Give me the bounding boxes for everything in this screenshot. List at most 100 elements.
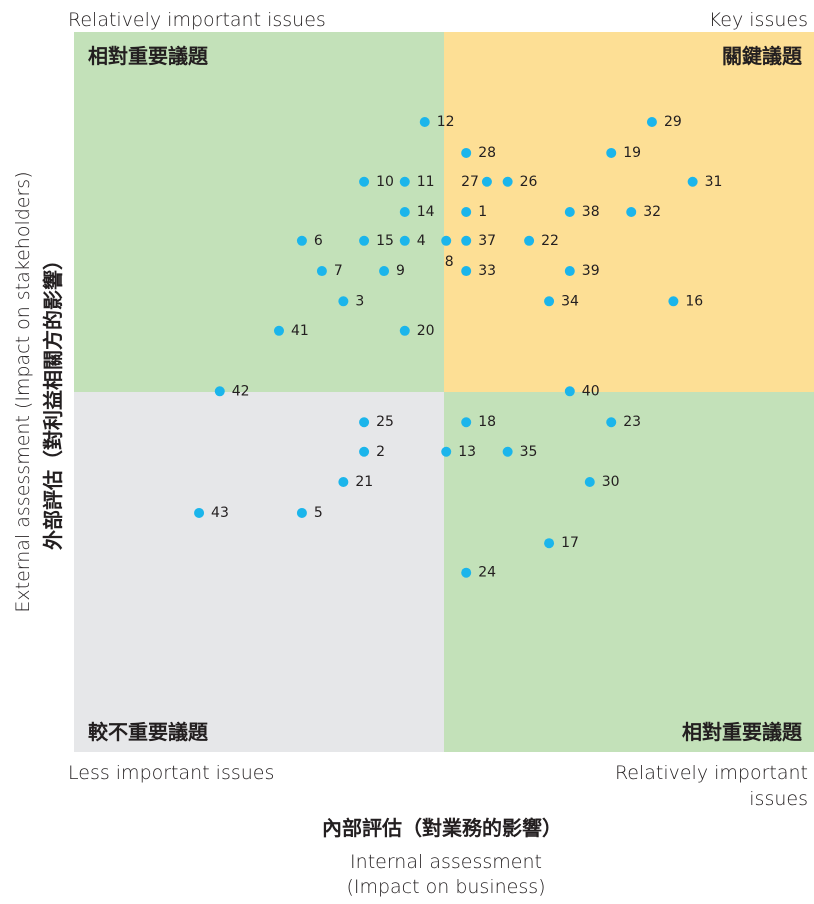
point-label: 29 bbox=[664, 114, 682, 130]
point-label: 3 bbox=[355, 293, 364, 309]
quadrant bbox=[444, 392, 814, 752]
point bbox=[626, 207, 637, 217]
point bbox=[564, 386, 575, 397]
point-label: 30 bbox=[602, 474, 620, 490]
point bbox=[359, 235, 370, 246]
point-label: 2 bbox=[376, 444, 385, 460]
point bbox=[544, 296, 555, 307]
point-label: 14 bbox=[417, 204, 435, 220]
point bbox=[399, 235, 410, 246]
point bbox=[296, 235, 307, 246]
point bbox=[481, 176, 492, 187]
point-label: 38 bbox=[582, 204, 600, 220]
point bbox=[338, 296, 349, 307]
x-axis-label: 內部評估（對業務的影響） bbox=[322, 816, 562, 840]
point bbox=[502, 446, 513, 457]
point-label: 12 bbox=[437, 114, 455, 130]
point-label: 25 bbox=[376, 414, 394, 430]
x-axis-label: Internal assessment bbox=[350, 851, 542, 873]
point bbox=[419, 117, 430, 127]
point bbox=[441, 235, 452, 246]
point bbox=[564, 266, 575, 277]
point-label: 17 bbox=[561, 535, 579, 551]
corner-label: Less important issues bbox=[68, 762, 274, 784]
point bbox=[606, 147, 617, 158]
corner-label: issues bbox=[749, 788, 808, 810]
quadrant bbox=[74, 392, 444, 752]
point-label: 35 bbox=[520, 444, 538, 460]
point bbox=[214, 386, 225, 397]
y-axis-label: External assessment (Impact on stakehold… bbox=[12, 171, 34, 612]
point-label: 26 bbox=[520, 174, 538, 190]
point-label: 11 bbox=[417, 174, 435, 190]
point bbox=[524, 235, 535, 246]
point-label: 13 bbox=[458, 444, 476, 460]
point bbox=[461, 417, 472, 428]
quadrant-label: 相對重要議題 bbox=[682, 720, 803, 744]
point-label: 16 bbox=[685, 293, 703, 309]
point bbox=[584, 477, 595, 487]
point-label: 39 bbox=[582, 263, 600, 279]
point-label: 27 bbox=[461, 174, 479, 190]
point bbox=[359, 176, 370, 187]
y-axis-label: 外部評估（對利益相關方的影響） bbox=[41, 250, 65, 550]
point bbox=[441, 446, 452, 457]
point-label: 18 bbox=[478, 414, 496, 430]
point-label: 41 bbox=[291, 323, 309, 339]
point-label: 37 bbox=[478, 233, 496, 249]
quadrant-label: 較不重要議題 bbox=[88, 720, 209, 744]
point bbox=[359, 417, 370, 428]
point-label: 15 bbox=[376, 233, 394, 249]
point bbox=[461, 567, 472, 578]
point-label: 8 bbox=[445, 254, 454, 270]
point bbox=[461, 266, 472, 277]
point bbox=[461, 207, 472, 217]
quadrant bbox=[74, 32, 444, 392]
point bbox=[564, 207, 575, 217]
point-label: 5 bbox=[314, 505, 323, 521]
x-axis-label: (Impact on business) bbox=[346, 876, 545, 898]
point-label: 1 bbox=[478, 204, 487, 220]
corner-label: Key issues bbox=[709, 9, 808, 31]
point bbox=[194, 507, 205, 518]
point bbox=[461, 147, 472, 158]
point-label: 42 bbox=[232, 383, 250, 399]
point-label: 43 bbox=[211, 505, 229, 521]
point-label: 21 bbox=[355, 474, 373, 490]
point-label: 28 bbox=[478, 145, 496, 161]
point bbox=[399, 176, 410, 187]
point bbox=[544, 538, 555, 549]
point bbox=[359, 446, 370, 457]
point-label: 33 bbox=[478, 263, 496, 279]
quadrant-label: 關鍵議題 bbox=[722, 44, 803, 68]
point-label: 24 bbox=[478, 565, 496, 581]
point bbox=[668, 296, 679, 307]
point bbox=[461, 235, 472, 246]
point-label: 4 bbox=[417, 233, 426, 249]
point-label: 31 bbox=[705, 174, 723, 190]
point bbox=[296, 507, 307, 518]
point bbox=[379, 266, 390, 277]
point-label: 9 bbox=[396, 263, 405, 279]
corner-label: Relatively important bbox=[615, 762, 808, 784]
point-label: 34 bbox=[561, 293, 579, 309]
point-label: 20 bbox=[417, 323, 435, 339]
point-label: 32 bbox=[643, 204, 661, 220]
point bbox=[687, 176, 698, 187]
point-label: 10 bbox=[376, 174, 394, 190]
point-label: 7 bbox=[334, 263, 343, 279]
point-label: 40 bbox=[582, 383, 600, 399]
point-label: 6 bbox=[314, 233, 323, 249]
point bbox=[399, 325, 410, 336]
point bbox=[316, 266, 327, 277]
point bbox=[338, 477, 349, 487]
point bbox=[502, 176, 513, 187]
point bbox=[399, 207, 410, 217]
point bbox=[273, 325, 284, 336]
point-label: 22 bbox=[541, 233, 559, 249]
point-label: 23 bbox=[623, 414, 641, 430]
quadrant-label: 相對重要議題 bbox=[88, 44, 209, 68]
point bbox=[646, 117, 657, 127]
point bbox=[606, 417, 617, 428]
